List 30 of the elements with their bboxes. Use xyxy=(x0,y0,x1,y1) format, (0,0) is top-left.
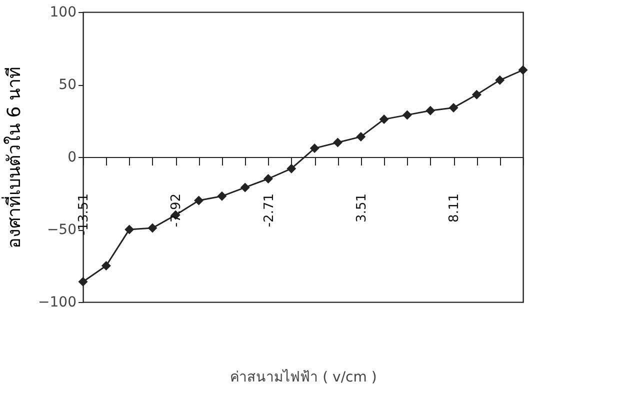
point xyxy=(379,114,389,124)
point xyxy=(78,276,88,286)
y-tick-label: 100 xyxy=(50,4,76,20)
point xyxy=(240,182,250,192)
point xyxy=(101,261,111,270)
x-tick-label: 3.51 xyxy=(354,194,370,222)
point xyxy=(332,138,342,148)
point xyxy=(426,106,436,116)
point xyxy=(495,75,505,85)
point xyxy=(286,164,296,174)
x-tick-label: -13.51 xyxy=(76,194,92,236)
point xyxy=(264,174,274,184)
y-axis-title: องศาที่เบนตัวใน 6 นาที xyxy=(1,66,26,248)
point xyxy=(124,224,134,234)
y-tick-label: 0 xyxy=(68,150,76,166)
point xyxy=(472,90,482,100)
x-tick-label: -2.71 xyxy=(262,194,277,228)
y-tick-label: −100 xyxy=(38,294,76,310)
point xyxy=(518,65,528,75)
point xyxy=(310,144,320,154)
point xyxy=(402,110,412,120)
point xyxy=(356,132,366,142)
point xyxy=(148,223,158,233)
y-tick-label: 50 xyxy=(58,77,76,93)
x-tick-label: 8.11 xyxy=(447,194,462,222)
y-tick-label: −50 xyxy=(46,222,76,238)
point xyxy=(448,102,458,112)
point xyxy=(194,196,204,206)
point xyxy=(217,191,227,201)
x-axis-title: ค่าสนามไฟฟ้า ( v/cm ) xyxy=(230,368,377,386)
